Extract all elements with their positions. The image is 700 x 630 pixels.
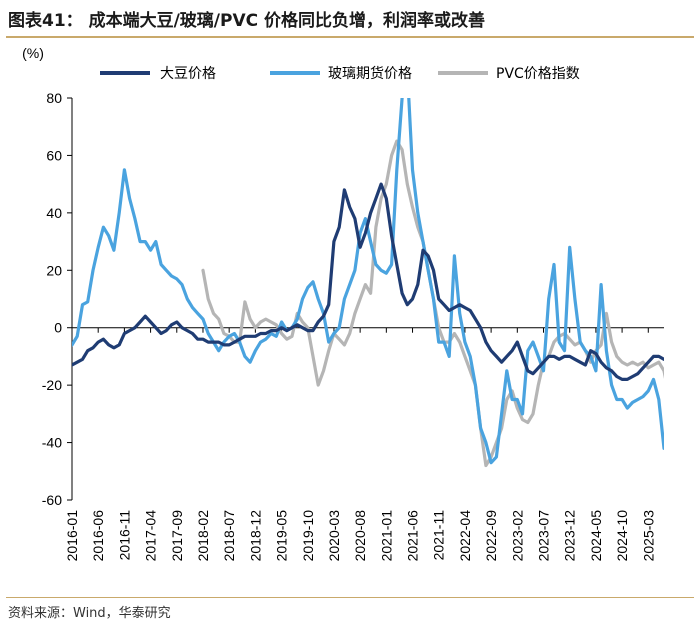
x-tick-label: 2024-05 <box>588 510 604 562</box>
source-divider <box>6 597 694 598</box>
x-tick-label: 2018-07 <box>221 510 237 562</box>
x-tick-label: 2022-09 <box>483 510 499 562</box>
y-tick-label: -40 <box>42 435 62 451</box>
x-tick-label: 2016-06 <box>90 510 106 562</box>
x-tick-label: 2022-04 <box>457 510 473 562</box>
x-tick-label: 2017-09 <box>169 510 185 562</box>
series-line-glass <box>72 98 664 465</box>
x-tick-label: 2018-02 <box>195 510 211 562</box>
y-axis-unit-label: (%) <box>22 45 44 61</box>
source-note: 资料来源：Wind，华泰研究 <box>8 606 171 621</box>
plot-area <box>72 98 664 468</box>
x-tick-label: 2020-08 <box>352 510 368 562</box>
x-tick-label: 2023-12 <box>562 510 578 562</box>
y-tick-label: 20 <box>46 262 62 278</box>
legend-label-soybean: 大豆价格 <box>160 66 216 82</box>
y-tick-label: -20 <box>42 377 62 393</box>
series-line-soybean <box>72 182 664 381</box>
x-tick-label: 2024-10 <box>614 510 630 562</box>
y-tick-label: 0 <box>54 320 62 336</box>
legend-label-pvc: PVC价格指数 <box>496 66 580 82</box>
title-divider <box>6 36 694 38</box>
x-tick-label: 2021-01 <box>378 510 394 562</box>
figure-title: 图表41： 成本端大豆/玻璃/PVC 价格同比负增，利润率或改善 <box>8 11 486 31</box>
line-chart: (%) 大豆价格 玻璃期货价格 PVC价格指数 80 60 40 20 0 -20 -40 -… <box>22 45 664 561</box>
x-tick-label: 2019-05 <box>274 510 290 562</box>
y-tick-label: 80 <box>46 90 62 106</box>
x-tick-label: 2021-11 <box>431 510 447 561</box>
y-tick-label: -60 <box>42 492 62 508</box>
legend: 大豆价格 玻璃期货价格 PVC价格指数 <box>100 65 580 82</box>
x-tick-label: 2016-01 <box>64 510 80 562</box>
x-tick-label: 2016-11 <box>116 510 132 561</box>
x-tick-label: 2021-06 <box>405 510 421 562</box>
y-tick-label: 40 <box>46 205 62 221</box>
x-tick-label: 2023-02 <box>509 510 525 562</box>
x-tick-label: 2023-07 <box>536 510 552 562</box>
x-tick-label: 2025-03 <box>640 510 656 562</box>
y-tick-label: 60 <box>46 147 62 163</box>
x-tick-label: 2018-12 <box>247 510 263 562</box>
x-tick-label: 2017-04 <box>143 510 159 562</box>
legend-label-glass: 玻璃期货价格 <box>328 65 412 82</box>
x-tick-label: 2019-10 <box>300 510 316 562</box>
x-tick-label: 2020-03 <box>326 510 342 562</box>
